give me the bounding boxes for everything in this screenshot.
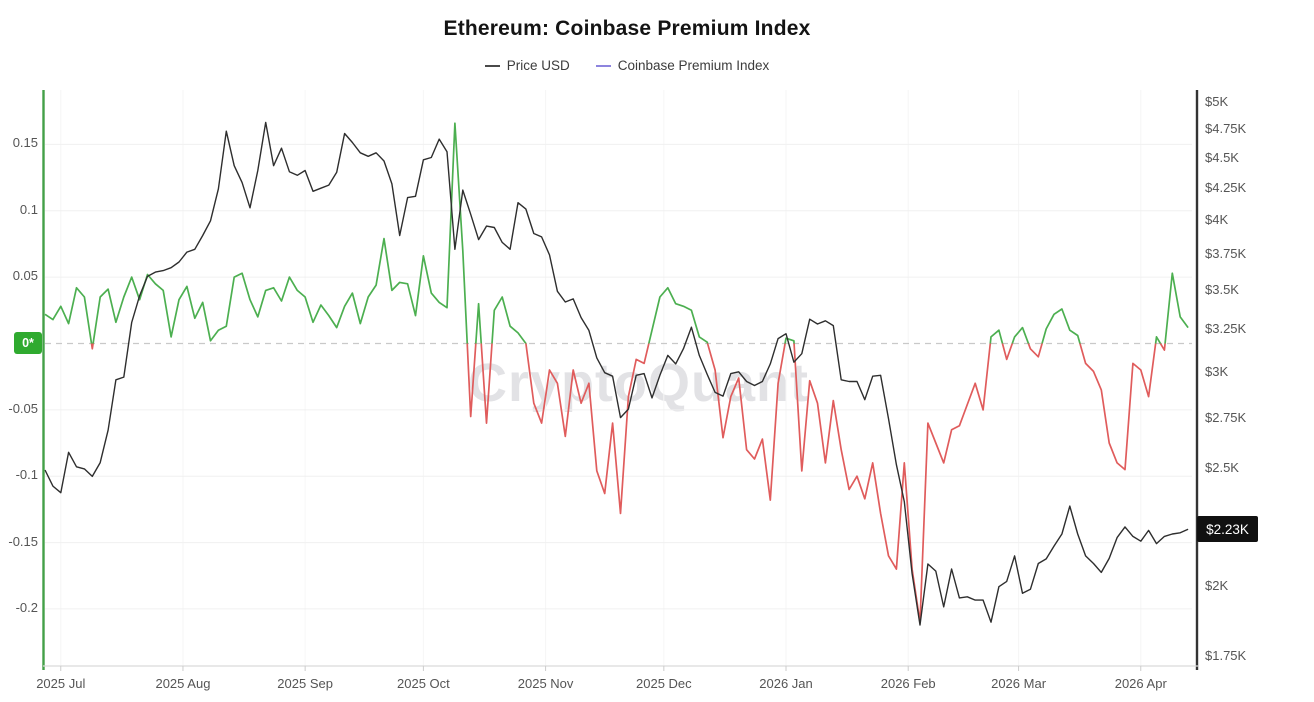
x-axis-month-label: 2025 Aug bbox=[155, 676, 211, 691]
right-axis-tick-label: $3K bbox=[1205, 363, 1229, 379]
legend: Price USD Coinbase Premium Index bbox=[0, 58, 1254, 73]
x-axis-month-label: 2025 Nov bbox=[517, 676, 574, 691]
right-axis-tick-label: $2.75K bbox=[1205, 409, 1247, 425]
x-axis-month-label: 2026 Feb bbox=[880, 676, 936, 691]
price-series-dash-icon bbox=[484, 64, 500, 67]
x-axis-month-label: 2026 Apr bbox=[1114, 676, 1167, 691]
right-axis-tick-label: $4.5K bbox=[1205, 149, 1239, 165]
cryptoquant-watermark: CryptoQuant bbox=[468, 353, 809, 413]
x-axis-month-label: 2025 Dec bbox=[636, 676, 692, 691]
left-axis-tick-label: -0.15 bbox=[8, 533, 38, 549]
left-axis-tick-label: -0.05 bbox=[8, 400, 38, 416]
left-axis-tick-label: -0.1 bbox=[15, 467, 38, 483]
left-axis-tick-label: 0.1 bbox=[19, 201, 38, 217]
right-axis-tick-label: $2.5K bbox=[1205, 459, 1239, 475]
right-axis-tick-label: $1.75K bbox=[1205, 648, 1247, 664]
legend-label-price-usd: Price USD bbox=[506, 58, 570, 73]
right-axis-tick-label: $4.75K bbox=[1205, 121, 1247, 137]
x-axis-month-label: 2025 Oct bbox=[397, 676, 450, 691]
left-axis-tick-label: 0.15 bbox=[12, 135, 38, 151]
right-axis-tick-label: $4K bbox=[1205, 211, 1229, 227]
x-axis-month-label: 2025 Jul bbox=[36, 676, 86, 691]
right-axis-tick-label: $3.75K bbox=[1205, 245, 1247, 261]
zero-value-badge: 0* bbox=[14, 332, 42, 355]
legend-label-premium-index: Coinbase Premium Index bbox=[617, 58, 770, 73]
right-axis-tick-label: $2K bbox=[1205, 577, 1229, 593]
premium-line-positive bbox=[44, 122, 1189, 344]
x-axis-month-label: 2025 Sep bbox=[277, 676, 333, 691]
price-line bbox=[44, 121, 1189, 626]
right-axis-tick-label: $4.25K bbox=[1205, 179, 1247, 195]
left-axis-tick-label: -0.2 bbox=[15, 599, 38, 615]
x-axis-month-label: 2026 Jan bbox=[759, 676, 813, 691]
premium-series-dash-icon bbox=[595, 64, 611, 67]
left-axis-tick-label: 0.05 bbox=[12, 268, 38, 284]
premium-line-negative bbox=[90, 343, 1166, 624]
last-price-badge: $2.23K bbox=[1197, 516, 1258, 543]
right-axis-tick-label: $3.5K bbox=[1205, 282, 1239, 298]
right-axis-tick-label: $5K bbox=[1205, 94, 1229, 110]
x-axis-month-label: 2026 Mar bbox=[991, 676, 1047, 691]
legend-item-price-usd[interactable]: Price USD bbox=[484, 58, 570, 73]
legend-item-premium-index[interactable]: Coinbase Premium Index bbox=[595, 58, 770, 73]
right-axis-tick-label: $3.25K bbox=[1205, 321, 1247, 337]
chart-title: Ethereum: Coinbase Premium Index bbox=[443, 17, 811, 40]
